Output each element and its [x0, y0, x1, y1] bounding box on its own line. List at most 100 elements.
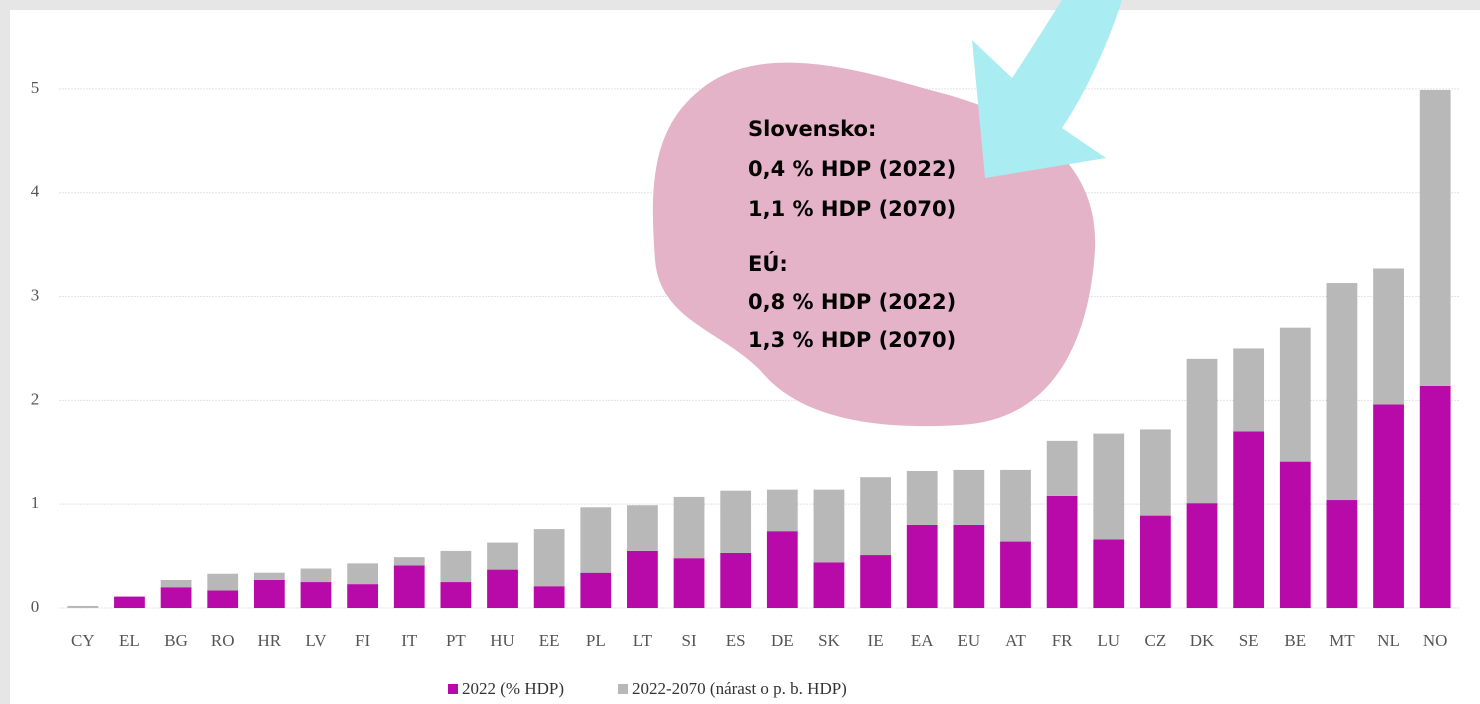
- bar-segment: [720, 491, 751, 553]
- bar-segment: [907, 525, 938, 608]
- bar-segment: [674, 558, 705, 608]
- legend-swatch: [618, 684, 628, 694]
- bar-segment: [440, 582, 471, 608]
- x-tick-label: EU: [958, 631, 981, 650]
- x-tick-label: NL: [1377, 631, 1400, 650]
- x-tick-label: SK: [818, 631, 840, 650]
- bar-segment: [1047, 441, 1078, 496]
- bar-segment: [1233, 348, 1264, 431]
- bar-segment: [1420, 386, 1451, 608]
- bar-segment: [953, 525, 984, 608]
- bar-segment: [534, 586, 565, 608]
- bar-segment: [207, 574, 238, 591]
- y-tick-label: 1: [31, 493, 40, 512]
- y-tick-label: 3: [31, 285, 40, 304]
- x-tick-label: LU: [1097, 631, 1120, 650]
- bar-segment: [1280, 462, 1311, 608]
- bar-segment: [301, 569, 332, 582]
- bar-segment: [860, 477, 891, 555]
- bar-segment: [627, 551, 658, 608]
- bar-segment: [161, 580, 192, 587]
- bar-segment: [394, 557, 425, 565]
- bar-segment: [1280, 328, 1311, 462]
- x-tick-label: BE: [1284, 631, 1306, 650]
- x-tick-label: CY: [71, 631, 95, 650]
- y-tick-label: 2: [31, 389, 40, 408]
- annotation-text: 1,3 % HDP (2070): [748, 328, 956, 352]
- bar-segment: [814, 562, 845, 608]
- bar-segment: [1140, 516, 1171, 608]
- bar-segment: [1187, 359, 1218, 503]
- x-tick-label: SE: [1239, 631, 1259, 650]
- x-tick-label: HU: [490, 631, 515, 650]
- bar-segment: [627, 505, 658, 551]
- bar-segment: [254, 580, 285, 608]
- bar-segment: [440, 551, 471, 582]
- bar-segment: [580, 573, 611, 608]
- bar-segment: [1000, 542, 1031, 608]
- bar-segment: [814, 490, 845, 563]
- bar-segment: [1140, 429, 1171, 515]
- x-tick-label: HR: [258, 631, 282, 650]
- bar-segment: [207, 590, 238, 608]
- x-tick-label: LV: [305, 631, 327, 650]
- annotation-text: 0,4 % HDP (2022): [748, 157, 956, 181]
- bar-segment: [254, 573, 285, 580]
- x-tick-label: IE: [868, 631, 884, 650]
- y-tick-label: 5: [31, 78, 40, 97]
- bar-segment: [1420, 90, 1451, 386]
- x-tick-label: DE: [771, 631, 794, 650]
- legend-label: 2022-2070 (nárast o p. b. HDP): [632, 679, 847, 698]
- legend-swatch: [448, 684, 458, 694]
- bar-segment: [720, 553, 751, 608]
- bar-segment: [534, 529, 565, 586]
- x-tick-label: ES: [726, 631, 746, 650]
- bar-segment: [67, 606, 98, 608]
- annotation-text: Slovensko:: [748, 117, 876, 141]
- bar-segment: [1373, 405, 1404, 608]
- bar-segment: [1327, 283, 1358, 500]
- x-tick-label: IT: [401, 631, 418, 650]
- bar-segment: [1047, 496, 1078, 608]
- x-tick-label: AT: [1005, 631, 1026, 650]
- x-tick-label: EA: [911, 631, 934, 650]
- bar-segment: [347, 563, 378, 584]
- legend-label: 2022 (% HDP): [462, 679, 564, 698]
- bar-segment: [767, 490, 798, 532]
- bar-segment: [161, 587, 192, 608]
- bar-segment: [487, 570, 518, 608]
- bar-segment: [1187, 503, 1218, 608]
- bar-segment: [301, 582, 332, 608]
- bar-segment: [580, 507, 611, 572]
- x-tick-label: EL: [119, 631, 140, 650]
- y-tick-label: 4: [31, 182, 40, 201]
- bar-segment: [394, 565, 425, 608]
- x-tick-label: NO: [1423, 631, 1448, 650]
- bar-segment: [1093, 539, 1124, 608]
- bar-segment: [487, 543, 518, 570]
- annotation-text: 1,1 % HDP (2070): [748, 197, 956, 221]
- bar-segment: [1233, 432, 1264, 608]
- x-tick-label: PT: [446, 631, 466, 650]
- bar-segment: [1000, 470, 1031, 542]
- annotation-text: 0,8 % HDP (2022): [748, 290, 956, 314]
- bar-segment: [907, 471, 938, 525]
- y-tick-label: 0: [31, 597, 40, 616]
- bar-segment: [767, 531, 798, 608]
- bar-segment: [1373, 269, 1404, 405]
- bar-segment: [114, 597, 145, 608]
- bar-segment: [1093, 434, 1124, 540]
- x-tick-label: SI: [681, 631, 696, 650]
- x-tick-label: PL: [586, 631, 606, 650]
- bar-segment: [953, 470, 984, 525]
- x-tick-label: BG: [164, 631, 188, 650]
- x-tick-label: CZ: [1145, 631, 1167, 650]
- x-tick-label: FR: [1052, 631, 1073, 650]
- x-tick-label: DK: [1190, 631, 1215, 650]
- annotation-text: EÚ:: [748, 251, 788, 276]
- bar-segment: [347, 584, 378, 608]
- x-tick-label: FI: [355, 631, 370, 650]
- bar-segment: [860, 555, 891, 608]
- x-tick-label: MT: [1329, 631, 1355, 650]
- chart: 012345CYELBGROHRLVFIITPTHUEEPLLTSIESDESK…: [0, 0, 1480, 704]
